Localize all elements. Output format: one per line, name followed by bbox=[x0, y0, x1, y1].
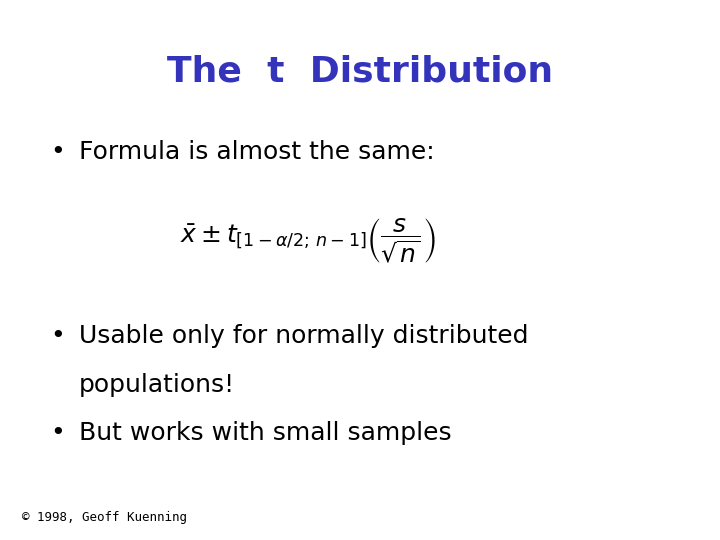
Text: Usable only for normally distributed: Usable only for normally distributed bbox=[79, 324, 528, 348]
Text: Formula is almost the same:: Formula is almost the same: bbox=[79, 140, 435, 164]
Text: The  t  Distribution: The t Distribution bbox=[167, 54, 553, 88]
Text: But works with small samples: But works with small samples bbox=[79, 421, 452, 445]
Text: •: • bbox=[50, 324, 65, 348]
Text: •: • bbox=[50, 140, 65, 164]
Text: © 1998, Geoff Kuenning: © 1998, Geoff Kuenning bbox=[22, 511, 186, 524]
Text: •: • bbox=[50, 421, 65, 445]
Text: populations!: populations! bbox=[79, 373, 235, 396]
Text: $\bar{x} \pm t_{[1-\alpha/2;\,n-1]}\left(\dfrac{s}{\sqrt{n}}\right)$: $\bar{x} \pm t_{[1-\alpha/2;\,n-1]}\left… bbox=[180, 216, 436, 265]
